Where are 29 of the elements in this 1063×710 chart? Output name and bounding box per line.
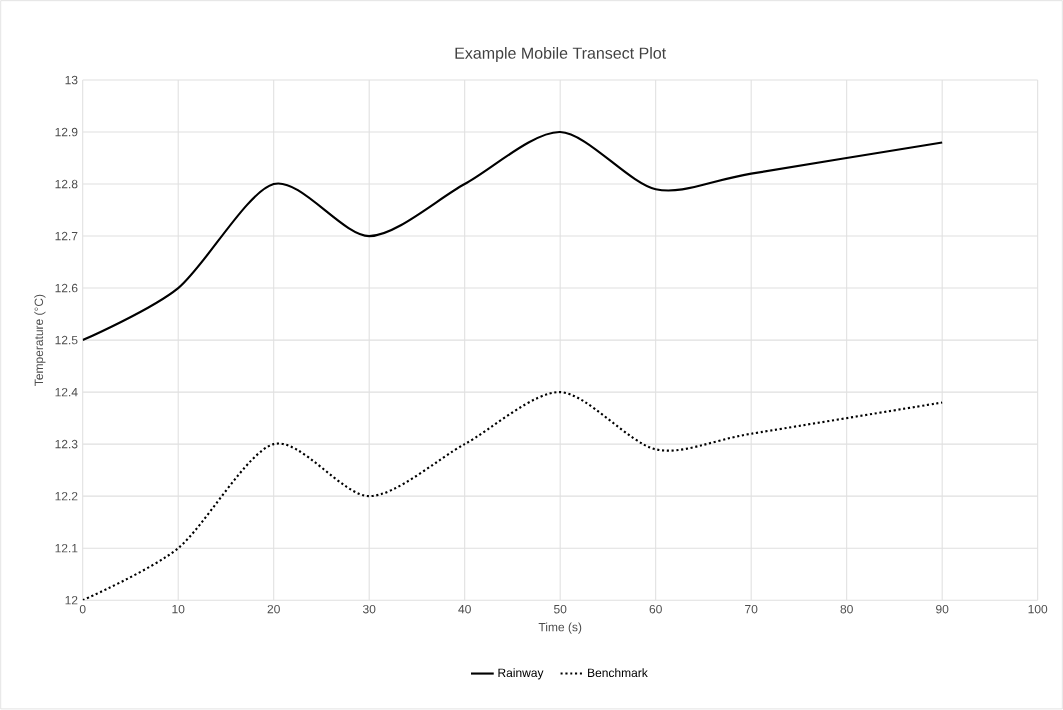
y-tick-label: 12.7 xyxy=(55,232,78,241)
line-series xyxy=(82,131,944,342)
y-tick-label: 12.2 xyxy=(55,492,78,501)
x-tick-label: 90 xyxy=(936,605,949,614)
x-tick-label: 60 xyxy=(649,605,662,614)
legend-label: Benchmark xyxy=(588,668,648,678)
x-axis-title: Time (s) xyxy=(538,622,582,634)
x-tick-label: 40 xyxy=(458,605,471,614)
y-tick-label: 12 xyxy=(65,596,78,605)
x-tick-label: 50 xyxy=(553,605,567,614)
y-tick-label: 13 xyxy=(65,75,78,85)
x-tick-label: 80 xyxy=(840,605,853,614)
y-tick-label: 12.9 xyxy=(55,127,78,137)
chart-title: Example Mobile Transect Plot xyxy=(455,47,667,63)
x-tick-label: 100 xyxy=(1028,605,1048,614)
y-tick-label: 12.5 xyxy=(55,336,78,345)
x-tick-label: 0 xyxy=(79,605,86,614)
x-tick-label: 20 xyxy=(267,605,280,614)
y-tick-label: 12.4 xyxy=(55,388,78,397)
y-tick-label: 12.8 xyxy=(55,180,78,189)
y-tick-label: 12.1 xyxy=(55,544,78,553)
y-tick-label: 12.6 xyxy=(55,284,78,293)
x-tick-label: 30 xyxy=(362,605,376,614)
y-tick-label: 12.3 xyxy=(55,440,78,449)
x-tick-label: 10 xyxy=(172,605,185,614)
line-series xyxy=(82,391,944,601)
x-tick-label: 70 xyxy=(745,605,758,614)
y-axis-title: Temperature (°C) xyxy=(34,294,46,387)
legend-label: Rainway xyxy=(498,668,544,680)
